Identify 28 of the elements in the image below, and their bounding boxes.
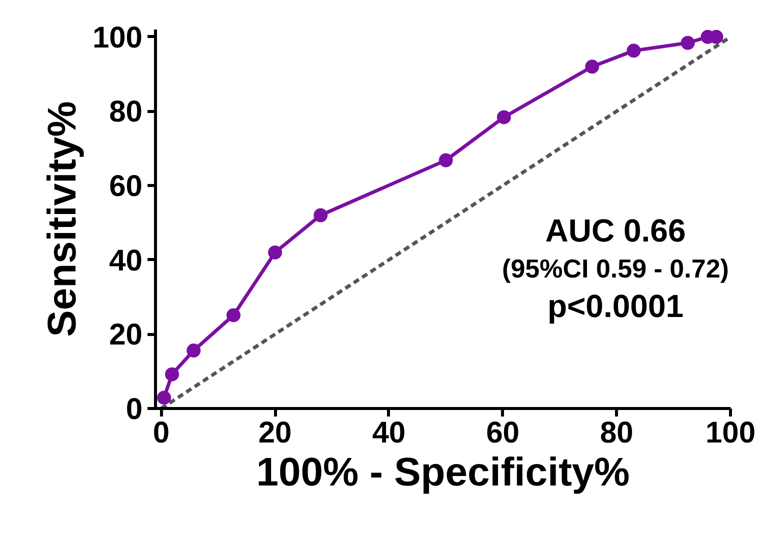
point [268, 245, 282, 260]
x-tick-label: 60 [486, 416, 520, 450]
point [438, 153, 453, 168]
x-tick-label: 20 [258, 416, 292, 450]
y-tick-label: 80 [109, 96, 143, 129]
point [585, 60, 600, 74]
point [157, 390, 172, 405]
x-tick-label: 100 [705, 416, 756, 450]
x-tick-label: 80 [600, 416, 634, 450]
y-axis-title: Sensitivity% [40, 101, 84, 337]
y-tick-label: 60 [109, 170, 143, 204]
point [165, 367, 180, 382]
point [314, 208, 328, 222]
annotation: (95%CI 0.59 - 0.72) [502, 253, 729, 284]
y-tick-label: 40 [109, 244, 143, 278]
point [680, 36, 695, 50]
x-tick-label: 0 [152, 416, 170, 450]
x-tick-label: 40 [372, 416, 406, 450]
point [226, 308, 240, 322]
x-axis-title: 100% - Specificity% [256, 450, 630, 494]
y-tick-label: 20 [109, 318, 143, 352]
annotation: AUC 0.66 [545, 212, 686, 248]
point [496, 110, 511, 124]
y-tick-label: 100 [92, 21, 143, 54]
y-tick-label: 0 [126, 393, 143, 426]
annotation: p<0.0001 [547, 288, 684, 324]
point [626, 44, 641, 58]
point [186, 344, 201, 358]
